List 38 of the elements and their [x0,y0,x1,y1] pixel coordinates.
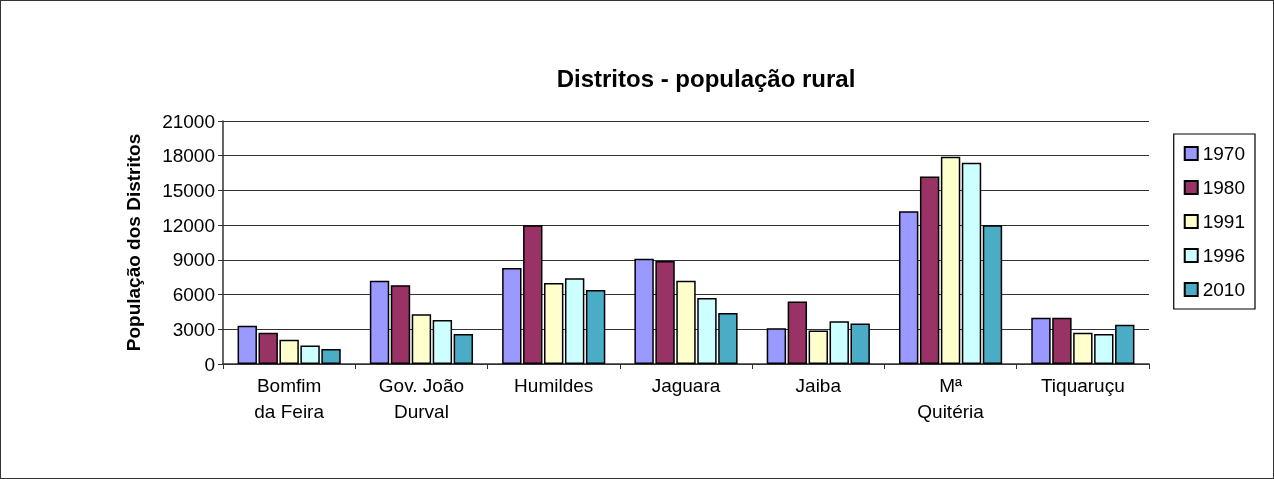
y-tick-label: 12000 [162,214,215,236]
y-tick-label: 9000 [172,249,215,271]
bar [961,162,982,364]
y-tick-label: 0 [204,353,215,375]
bar [369,280,390,364]
x-tick-label: Tiquaruçu [1040,374,1125,396]
y-tick-label: 18000 [162,145,215,167]
bar [564,278,585,364]
bar [453,333,474,364]
bar [940,156,961,364]
legend-label: 1980 [1202,177,1246,198]
bar [808,330,828,364]
x-tick-label: Bomfim da Feira [254,374,325,422]
bar [766,328,787,364]
x-tick-label: Jaiba [795,374,842,396]
bar [919,176,940,364]
x-tick-label: Mª Quitéria [917,374,985,422]
y-tick-label: 6000 [172,284,215,306]
legend-label: 1991 [1202,211,1246,232]
legend-label: 2010 [1202,279,1246,300]
bar [982,225,1003,364]
x-tick-label: Humildes [514,374,594,396]
bar [585,289,606,364]
chart-title: Distritos - população rural [556,64,856,92]
bar [411,314,432,364]
bar [390,285,411,364]
legend-label: 1970 [1202,143,1246,164]
x-tick-label: Jaguara [651,374,721,396]
bar [898,211,919,364]
y-tick-label: 3000 [172,318,215,340]
bar [787,301,808,364]
x-tick-label: Gov. João Durval [378,374,465,422]
y-axis-title: População dos Distritos [123,133,144,352]
y-tick-label: 15000 [162,179,215,201]
y-tick-label: 21000 [162,110,215,132]
bar [432,320,453,364]
bar [544,283,564,364]
legend-label: 1996 [1202,245,1246,266]
